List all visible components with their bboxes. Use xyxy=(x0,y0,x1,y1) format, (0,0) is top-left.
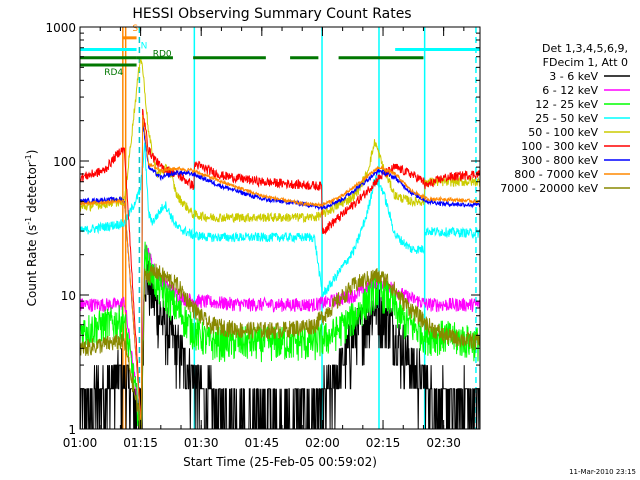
x-tick-label: 01:15 xyxy=(123,436,158,450)
legend-label: 100 - 300 keV xyxy=(521,140,598,153)
flag-label-rd0: RD0 xyxy=(153,50,172,60)
y-axis-ticks: 1 10 100 1000 xyxy=(45,21,480,437)
series-line-8 xyxy=(80,263,480,429)
x-axis-label: Start Time (25-Feb-05 00:59:02) xyxy=(183,455,377,469)
flag-label-n: N xyxy=(141,41,148,51)
y-axis-label: Count Rate (s-1 detector-1) xyxy=(24,150,39,307)
x-tick-label: 02:30 xyxy=(426,436,461,450)
legend-label: 12 - 25 keV xyxy=(535,98,598,111)
flag-bars: SN RD0 RD4 xyxy=(80,24,480,78)
series-line-7 xyxy=(80,114,480,429)
flag-label-rd4: RD4 xyxy=(104,68,123,78)
y-axis-label-sup1: -1 xyxy=(24,217,33,225)
x-tick-label: 02:00 xyxy=(305,436,340,450)
legend-label: 25 - 50 keV xyxy=(535,112,598,125)
series-line-3 xyxy=(80,142,480,297)
series-group xyxy=(80,58,480,429)
y-tick-label: 1 xyxy=(68,423,76,437)
legend-label: 300 - 800 keV xyxy=(521,154,598,167)
plot-frame xyxy=(79,26,481,430)
x-tick-label: 01:30 xyxy=(184,436,219,450)
series-line-2 xyxy=(80,241,480,429)
y-tick-label: 1000 xyxy=(45,21,76,35)
y-axis-label-mid: detector xyxy=(25,162,39,217)
legend-label: 800 - 7000 keV xyxy=(514,168,598,181)
chart-title: HESSI Observing Summary Count Rates xyxy=(132,6,411,22)
legend: Det 1,3,4,5,6,9, FDecim 1, Att 0 3 - 6 k… xyxy=(500,42,630,195)
legend-label: 50 - 100 keV xyxy=(528,126,598,139)
series-line-4 xyxy=(80,58,480,224)
y-axis-label-main: Count Rate (s xyxy=(25,225,39,307)
legend-label: 7000 - 20000 keV xyxy=(500,182,598,195)
flag-label-s: S xyxy=(132,24,138,34)
y-tick-label: 10 xyxy=(61,289,76,303)
x-tick-label: 02:15 xyxy=(366,436,401,450)
y-axis-label-sup2: -1 xyxy=(24,154,33,162)
x-axis-ticks: 01:00 01:15 01:30 01:45 02:00 02:15 02:30 xyxy=(63,27,465,450)
legend-label: 6 - 12 keV xyxy=(542,84,598,97)
y-tick-label: 100 xyxy=(53,155,76,169)
series-line-5 xyxy=(80,108,480,426)
y-axis-label-end: ) xyxy=(25,150,39,155)
legend-header-1: Det 1,3,4,5,6,9, xyxy=(542,42,628,55)
legend-header-2: FDecim 1, Att 0 xyxy=(543,56,628,69)
x-tick-label: 01:45 xyxy=(245,436,280,450)
x-tick-label: 01:00 xyxy=(63,436,98,450)
footer-timestamp: 11-Mar-2010 23:15 xyxy=(569,468,636,476)
legend-label: 3 - 6 keV xyxy=(549,70,598,83)
